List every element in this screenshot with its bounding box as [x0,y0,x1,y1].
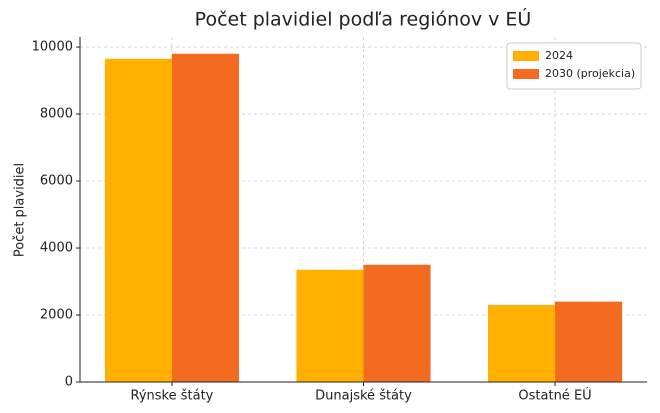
chart-title: Počet plavidiel podľa regiónov v EÚ [195,7,532,31]
y-tick-label: 2000 [40,308,73,323]
legend-label: 2030 (projekcia) [545,67,635,80]
y-tick-label: 6000 [40,174,73,189]
legend-swatch [513,51,539,61]
y-tick-label: 10000 [32,40,73,55]
bar [104,58,172,382]
x-tick-label: Ostatné EÚ [518,388,591,404]
y-tick-label: 4000 [40,241,73,256]
bar [171,53,239,383]
x-tick-label: Rýnske štáty [131,389,214,404]
y-tick-label: 8000 [40,107,73,122]
bar [363,264,431,382]
legend-box [506,42,642,90]
legend-swatch [513,69,539,79]
bar [296,269,364,382]
x-tick-label: Dunajské štáty [315,389,412,404]
legend: 2024 2030 (projekcia) [506,42,642,90]
y-tick-label: 0 [65,375,73,390]
bar [488,304,556,382]
y-axis-label: Počet plavidiel [13,163,28,257]
bar [555,301,623,382]
legend-label: 2024 [545,49,573,62]
